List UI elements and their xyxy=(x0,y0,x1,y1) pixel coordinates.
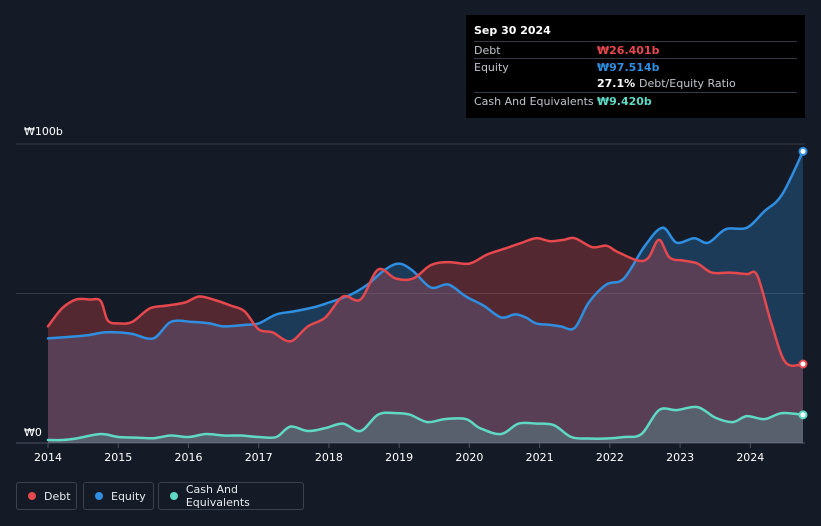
x-tick-label: 2014 xyxy=(34,451,62,464)
x-tick-label: 2021 xyxy=(526,451,554,464)
legend-item-cash[interactable]: Cash And Equivalents xyxy=(158,482,304,510)
tooltip-ratio-percent: 27.1% xyxy=(597,77,636,90)
area-debt xyxy=(48,237,803,443)
tooltip-row-cash: Cash And Equivalents ₩9.420b xyxy=(474,92,797,110)
legend-label-debt: Debt xyxy=(44,489,71,503)
legend-dot-debt xyxy=(28,492,36,500)
x-tick-label: 2023 xyxy=(666,451,694,464)
tooltip-ratio: 27.1% Debt/Equity Ratio xyxy=(597,77,736,90)
legend-label-equity: Equity xyxy=(111,489,146,503)
y-tick-label: ₩0 xyxy=(24,426,42,439)
tooltip-equity-label: Equity xyxy=(474,61,509,74)
tooltip-cash-value: ₩9.420b xyxy=(597,95,652,108)
end-marker-equity xyxy=(798,146,808,156)
tooltip-cash-label: Cash And Equivalents xyxy=(474,95,594,108)
x-tick-label: 2018 xyxy=(315,451,343,464)
x-tick-label: 2022 xyxy=(596,451,624,464)
area-equity xyxy=(48,151,803,443)
legend-item-debt[interactable]: Debt xyxy=(16,482,77,510)
end-marker-cash-and-equivalents xyxy=(798,410,808,420)
legend-label-cash: Cash And Equivalents xyxy=(185,483,250,509)
tooltip-ratio-label: Debt/Equity Ratio xyxy=(639,77,736,90)
x-tick-label: 2015 xyxy=(104,451,132,464)
y-tick-label: ₩100b xyxy=(24,125,63,138)
end-marker-debt xyxy=(798,359,808,369)
line-debt xyxy=(46,236,805,367)
x-tick-label: 2019 xyxy=(385,451,413,464)
tooltip-row-ratio: 27.1% Debt/Equity Ratio xyxy=(474,75,797,92)
tooltip-debt-value: ₩26.401b xyxy=(597,44,660,57)
line-equity xyxy=(46,150,805,341)
legend-item-equity[interactable]: Equity xyxy=(83,482,154,510)
tooltip-equity-value: ₩97.514b xyxy=(597,61,660,74)
x-tick-label: 2016 xyxy=(174,451,202,464)
x-tick-label: 2020 xyxy=(455,451,483,464)
area-cash-and-equivalents xyxy=(48,406,803,443)
x-tick-label: 2017 xyxy=(245,451,273,464)
tooltip-debt-label: Debt xyxy=(474,44,501,57)
tooltip-row-debt: Debt ₩26.401b xyxy=(474,41,797,59)
tooltip-date: Sep 30 2024 xyxy=(474,24,551,37)
line-cash-and-equivalents xyxy=(46,405,805,442)
legend-dot-cash xyxy=(170,492,178,500)
legend-dot-equity xyxy=(95,492,103,500)
x-tick-label: 2024 xyxy=(736,451,764,464)
tooltip: Sep 30 2024 Debt ₩26.401b Equity ₩97.514… xyxy=(466,15,805,118)
tooltip-row-equity: Equity ₩97.514b xyxy=(474,58,797,76)
